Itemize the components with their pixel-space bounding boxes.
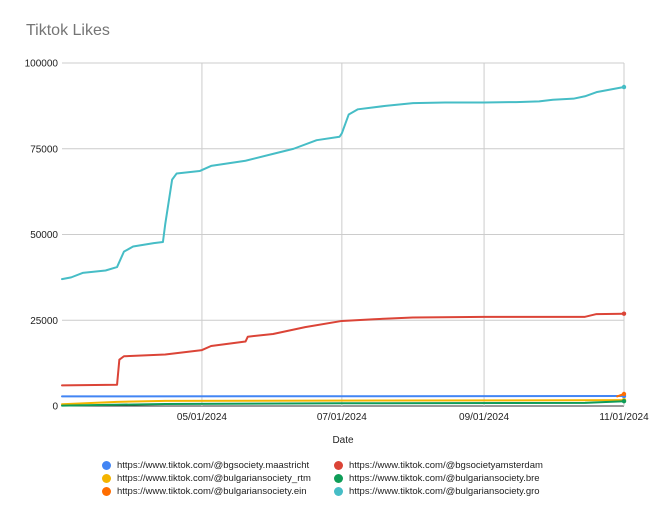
y-tick-label: 100000	[25, 59, 59, 70]
y-tick-label: 0	[52, 402, 58, 413]
legend-item[interactable]: https://www.tiktok.com/@bulgariansociety…	[102, 472, 334, 485]
y-tick-label: 50000	[30, 230, 58, 241]
y-tick-label: 25000	[30, 316, 58, 327]
x-tick-label: 05/01/2024	[177, 412, 227, 423]
series-line[interactable]	[61, 312, 625, 387]
legend-marker	[334, 474, 343, 483]
legend-item[interactable]: https://www.tiktok.com/@bulgariansociety…	[334, 485, 550, 498]
series-endpoint[interactable]	[621, 398, 627, 404]
legend-row: https://www.tiktok.com/@bulgariansociety…	[0, 472, 652, 485]
legend-label: https://www.tiktok.com/@bulgariansociety…	[117, 486, 307, 497]
x-axis-label: Date	[332, 435, 354, 446]
y-axis-ticks: 0 25000 50000 75000 100000	[25, 59, 59, 413]
series-endpoint[interactable]	[621, 311, 627, 316]
legend-row: https://www.tiktok.com/@bulgariansociety…	[0, 485, 652, 498]
y-tick-label: 75000	[30, 144, 58, 155]
legend-label: https://www.tiktok.com/@bulgariansociety…	[349, 473, 540, 484]
legend-marker	[102, 487, 111, 496]
chart-title: Tiktok Likes	[26, 22, 110, 39]
series-line[interactable]	[61, 399, 625, 406]
series-line[interactable]	[61, 400, 625, 407]
x-axis-ticks: 05/01/2024 07/01/2024 09/01/2024 11/01/2024	[177, 412, 649, 423]
series-endpoint[interactable]	[621, 391, 627, 397]
legend-marker	[334, 461, 343, 470]
x-tick-label: 07/01/2024	[317, 412, 367, 423]
legend-marker	[334, 487, 343, 496]
legend-label: https://www.tiktok.com/@bgsocietyamsterd…	[349, 460, 543, 471]
x-tick-label: 09/01/2024	[459, 412, 509, 423]
series-endpoint[interactable]	[621, 84, 627, 90]
line-chart: 0 25000 50000 75000 100000 05/01/2024 07/01/2…	[25, 59, 649, 447]
legend-marker	[102, 461, 111, 470]
legend-label: https://www.tiktok.com/@bgsociety.maastr…	[117, 460, 310, 471]
legend-label: https://www.tiktok.com/@bulgariansociety…	[117, 473, 311, 484]
legend-item[interactable]: https://www.tiktok.com/@bgsocietyamsterd…	[334, 459, 550, 472]
legend-item[interactable]: https://www.tiktok.com/@bulgariansociety…	[102, 485, 334, 498]
series-line[interactable]	[61, 86, 625, 281]
legend-item[interactable]: https://www.tiktok.com/@bgsociety.maastr…	[102, 459, 334, 472]
x-tick-label: 11/01/2024	[599, 412, 649, 423]
series-lines	[61, 84, 627, 407]
legend-label: https://www.tiktok.com/@bulgariansociety…	[349, 486, 540, 497]
legend: https://www.tiktok.com/@bgsociety.maastr…	[0, 459, 652, 498]
legend-item[interactable]: https://www.tiktok.com/@bulgariansociety…	[334, 472, 550, 485]
legend-marker	[102, 474, 111, 483]
legend-row: https://www.tiktok.com/@bgsociety.maastr…	[0, 459, 652, 472]
